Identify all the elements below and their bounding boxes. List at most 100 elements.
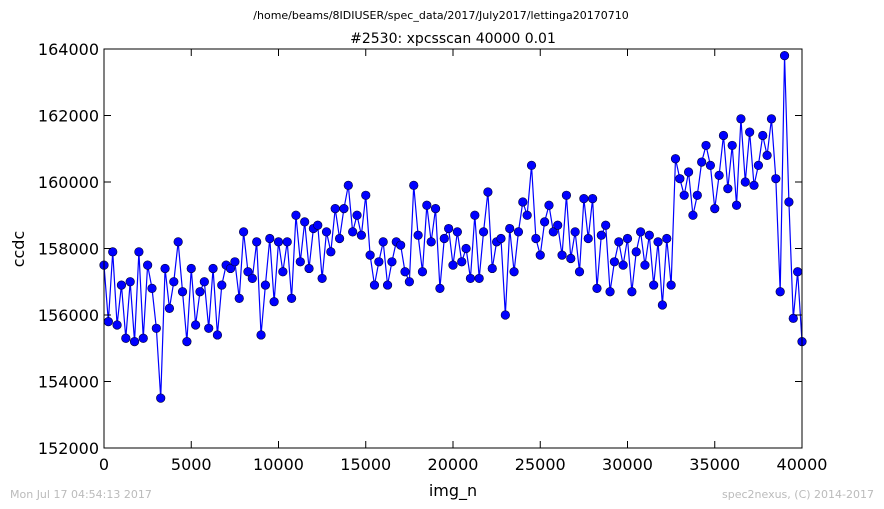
plot-frame [103,48,803,449]
data-point [304,263,314,274]
data-point [321,227,332,237]
data-point [396,240,406,250]
data-point [195,287,205,297]
data-point [609,257,620,267]
data-point [204,323,214,333]
data-point [260,280,271,290]
data-point [435,283,445,294]
data-point [151,323,161,333]
x-tick-label: 25000 [515,455,566,474]
data-point [670,154,681,164]
data-point [361,190,371,200]
data-point [199,277,209,287]
data-point [369,280,380,290]
data-point [544,200,554,210]
data-point [714,170,724,180]
data-point [164,303,175,313]
y-axis-label: ccdc [9,231,28,268]
chart-subtitle: /home/beams/8IDIUSER/spec_data/2017/July… [253,9,628,22]
data-point [439,233,449,244]
data-point [417,267,428,277]
data-point [208,263,218,274]
data-point [701,140,711,151]
data-point [448,260,458,270]
data-point [112,320,122,330]
data-point [409,180,419,190]
data-point [121,333,131,343]
data-point [186,263,196,274]
data-point [156,393,166,403]
data-point [225,263,236,274]
data-point [265,233,275,244]
data-point [574,267,585,277]
x-tick-label: 40000 [777,455,828,474]
data-point [618,260,628,270]
data-point [596,230,606,240]
data-point [160,263,170,274]
data-point [679,190,689,200]
data-point [779,51,790,61]
data-point [125,277,135,287]
data-point [426,237,436,247]
x-tick-label: 10000 [253,455,304,474]
data-point [191,320,201,330]
y-tick-label: 154000 [38,373,99,392]
x-tick-label: 30000 [602,455,653,474]
data-point [692,190,702,200]
data-point [766,114,777,124]
credit: spec2nexus, (C) 2014-2017 [722,488,874,501]
data-point [683,167,694,177]
data-point [212,330,223,340]
data-point [444,223,454,234]
data-point [718,130,729,141]
data-point [474,273,484,284]
data-point [653,237,663,247]
data-point [243,267,253,277]
x-tick-label: 5000 [171,455,212,474]
data-point [771,174,781,184]
data-point [605,287,615,297]
x-tick-label: 35000 [689,455,740,474]
data-point [269,297,279,307]
data-point [535,250,545,260]
y-tick-label: 158000 [38,240,99,259]
data-point [745,127,755,137]
data-point [631,247,641,257]
data-point [587,194,598,204]
x-tick-label: 0 [99,455,109,474]
data-point [470,210,480,220]
data-point [326,247,336,257]
data-point [230,257,240,267]
data-point [138,333,148,343]
data-point [509,267,519,277]
data-point [143,260,153,270]
data-point [286,293,297,303]
data-point [173,237,183,247]
data-point [334,233,345,244]
data-point [382,280,393,290]
data-point [378,237,388,247]
data-point [483,187,493,197]
data-point [553,220,563,230]
data-point [352,210,362,220]
data-point [531,233,541,244]
data-point [430,204,441,214]
data-point [134,247,144,257]
data-point [731,200,742,210]
data-point [339,204,349,214]
data-point [177,287,188,297]
data-point [723,184,733,194]
timestamp: Mon Jul 17 04:54:13 2017 [10,488,152,501]
data-point [169,277,179,287]
data-point [487,263,497,274]
data-point [557,250,567,260]
data-point [356,230,366,240]
data-point [129,337,140,347]
data-point [644,230,654,240]
data-point [688,210,698,220]
data-point [282,237,292,247]
data-point [300,217,310,227]
data-point [736,114,746,124]
data-point [217,280,227,290]
